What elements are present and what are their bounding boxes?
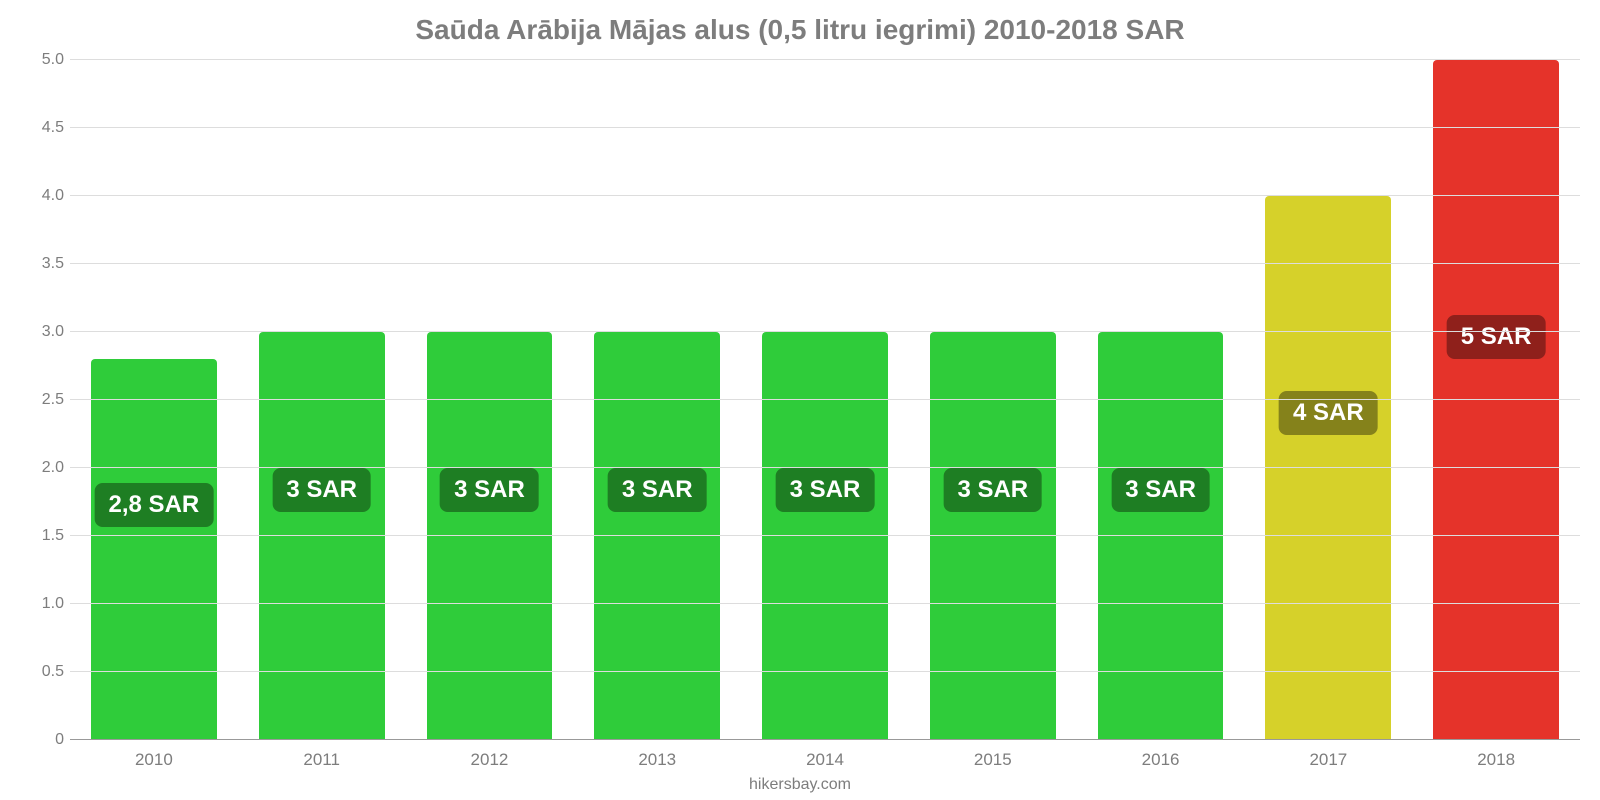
plot-area: 2,8 SAR20103 SAR20113 SAR20123 SAR20133 … — [70, 60, 1580, 740]
bar-slot: 4 SAR2017 — [1244, 60, 1412, 740]
y-tick-label: 4.0 — [22, 187, 64, 205]
bar: 3 SAR — [762, 332, 888, 740]
bar-slot: 3 SAR2016 — [1077, 60, 1245, 740]
bar: 3 SAR — [1098, 332, 1224, 740]
y-tick-label: 1.0 — [22, 595, 64, 613]
bar-value-label: 3 SAR — [440, 468, 539, 512]
bar-slot: 3 SAR2011 — [238, 60, 406, 740]
y-tick-label: 0.5 — [22, 663, 64, 681]
bar-slot: 5 SAR2018 — [1412, 60, 1580, 740]
x-axis-baseline — [70, 739, 1580, 740]
gridline — [70, 671, 1580, 672]
gridline — [70, 195, 1580, 196]
gridline — [70, 331, 1580, 332]
x-tick-label: 2011 — [303, 750, 340, 770]
bar-value-label: 3 SAR — [272, 468, 371, 512]
bar-value-label: 3 SAR — [943, 468, 1042, 512]
x-tick-label: 2015 — [974, 750, 1012, 770]
bar-value-label: 3 SAR — [1111, 468, 1210, 512]
gridline — [70, 127, 1580, 128]
gridline — [70, 535, 1580, 536]
gridline — [70, 603, 1580, 604]
bar-slot: 3 SAR2012 — [406, 60, 574, 740]
y-tick-label: 2.0 — [22, 459, 64, 477]
bar-value-label: 5 SAR — [1447, 315, 1546, 359]
y-tick-label: 3.0 — [22, 323, 64, 341]
bar: 3 SAR — [259, 332, 385, 740]
bar: 3 SAR — [930, 332, 1056, 740]
y-tick-label: 5.0 — [22, 51, 64, 69]
bar: 4 SAR — [1265, 196, 1391, 740]
attribution-text: hikersbay.com — [0, 776, 1600, 794]
bar: 2,8 SAR — [91, 359, 217, 740]
x-tick-label: 2017 — [1309, 750, 1347, 770]
bar-slot: 3 SAR2014 — [741, 60, 909, 740]
chart-title: Saūda Arābija Mājas alus (0,5 litru iegr… — [0, 14, 1600, 46]
x-tick-label: 2018 — [1477, 750, 1515, 770]
y-tick-label: 0 — [22, 731, 64, 749]
bar-slot: 3 SAR2015 — [909, 60, 1077, 740]
y-tick-label: 2.5 — [22, 391, 64, 409]
y-tick-label: 3.5 — [22, 255, 64, 273]
bar-slot: 2,8 SAR2010 — [70, 60, 238, 740]
y-tick-label: 4.5 — [22, 119, 64, 137]
bars-group: 2,8 SAR20103 SAR20113 SAR20123 SAR20133 … — [70, 60, 1580, 740]
chart-container: Saūda Arābija Mājas alus (0,5 litru iegr… — [0, 0, 1600, 800]
x-tick-label: 2010 — [135, 750, 173, 770]
bar-value-label: 3 SAR — [776, 468, 875, 512]
bar-value-label: 3 SAR — [608, 468, 707, 512]
bar-slot: 3 SAR2013 — [573, 60, 741, 740]
gridline — [70, 467, 1580, 468]
gridline — [70, 399, 1580, 400]
gridline — [70, 59, 1580, 60]
x-tick-label: 2014 — [806, 750, 844, 770]
x-tick-label: 2013 — [638, 750, 676, 770]
bar: 3 SAR — [427, 332, 553, 740]
x-tick-label: 2012 — [471, 750, 509, 770]
bar-value-label: 4 SAR — [1279, 391, 1378, 435]
gridline — [70, 263, 1580, 264]
y-tick-label: 1.5 — [22, 527, 64, 545]
bar-value-label: 2,8 SAR — [95, 483, 214, 527]
bar: 3 SAR — [594, 332, 720, 740]
bar: 5 SAR — [1433, 60, 1559, 740]
x-tick-label: 2016 — [1142, 750, 1180, 770]
